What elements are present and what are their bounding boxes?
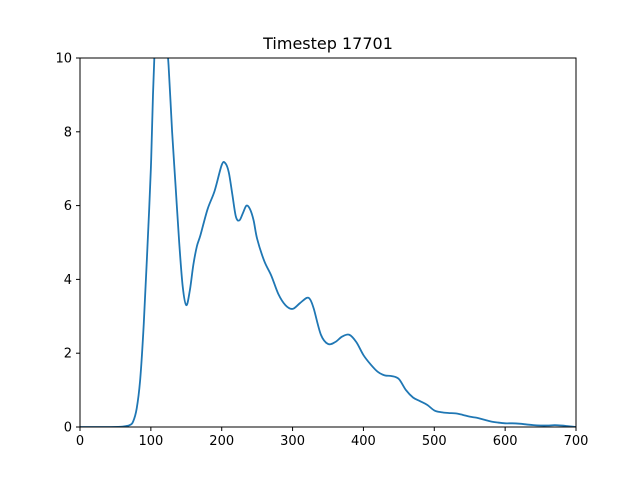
y-tick-label: 6 xyxy=(64,199,72,214)
x-tick-label: 200 xyxy=(209,434,234,449)
y-tick-label: 4 xyxy=(64,273,72,288)
y-tick-label: 0 xyxy=(64,421,72,436)
series-line xyxy=(80,58,576,427)
axes-frame xyxy=(79,57,577,428)
y-tick-label: 2 xyxy=(64,347,72,362)
y-tick-label: 10 xyxy=(55,52,72,67)
x-tick-label: 700 xyxy=(564,434,589,449)
x-tick-label: 400 xyxy=(351,434,376,449)
y-tick-label: 8 xyxy=(64,125,72,140)
x-tick-label: 100 xyxy=(138,434,163,449)
chart-title: Timestep 17701 xyxy=(262,34,393,53)
plot-area xyxy=(80,58,576,427)
x-tick-label: 600 xyxy=(493,434,518,449)
x-tick-label: 0 xyxy=(76,434,84,449)
x-tick-label: 300 xyxy=(280,434,305,449)
x-tick-label: 500 xyxy=(422,434,447,449)
y-axis: 0 2 4 6 8 10 xyxy=(55,52,80,436)
x-axis: 0 100 200 300 400 500 600 700 xyxy=(76,427,589,449)
